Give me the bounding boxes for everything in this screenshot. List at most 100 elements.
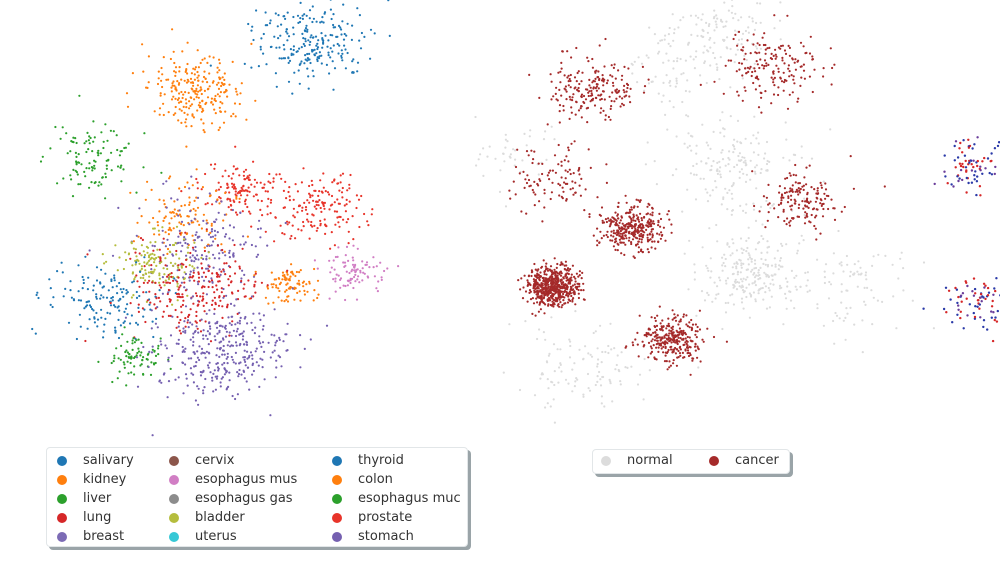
scatter-point xyxy=(745,163,748,166)
scatter-point xyxy=(239,361,242,364)
scatter-point xyxy=(213,229,216,232)
scatter-point xyxy=(211,376,214,379)
scatter-point xyxy=(754,45,758,48)
scatter-point xyxy=(747,226,750,229)
scatter-point xyxy=(292,45,295,48)
scatter-point xyxy=(727,59,730,62)
scatter-point xyxy=(571,368,574,371)
scatter-point xyxy=(166,281,169,284)
scatter-point xyxy=(184,363,187,366)
scatter-point xyxy=(598,44,601,47)
scatter-point xyxy=(732,17,735,20)
scatter-point xyxy=(169,314,172,317)
scatter-point xyxy=(651,233,654,236)
scatter-point xyxy=(778,264,781,267)
scatter-point xyxy=(190,175,193,178)
scatter-point xyxy=(737,30,741,33)
scatter-point xyxy=(681,210,684,213)
scatter-point xyxy=(631,227,634,230)
scatter-point xyxy=(359,47,363,50)
scatter-point xyxy=(311,36,315,39)
scatter-point xyxy=(303,293,306,296)
scatter-point xyxy=(170,197,173,200)
scatter-point xyxy=(243,349,246,352)
scatter-point xyxy=(537,173,540,176)
scatter-point xyxy=(303,13,306,16)
scatter-point xyxy=(768,160,771,163)
scatter-point xyxy=(589,166,592,169)
scatter-point xyxy=(88,142,91,145)
scatter-point xyxy=(158,248,161,251)
scatter-point xyxy=(195,325,198,328)
scatter-point xyxy=(578,285,581,288)
scatter-point xyxy=(337,24,341,27)
scatter-point xyxy=(744,67,747,70)
scatter-point xyxy=(783,62,786,65)
scatter-point xyxy=(352,259,355,262)
scatter-point xyxy=(536,301,539,304)
scatter-point xyxy=(565,294,568,297)
scatter-point xyxy=(767,211,770,214)
scatter-point xyxy=(822,75,825,78)
scatter-point xyxy=(189,251,192,255)
scatter-point xyxy=(156,224,160,227)
scatter-point xyxy=(259,318,262,321)
scatter-point xyxy=(304,208,308,211)
scatter-point xyxy=(607,217,610,220)
scatter-point xyxy=(388,34,391,38)
scatter-point xyxy=(308,282,311,285)
scatter-point xyxy=(530,274,533,278)
scatter-point xyxy=(637,231,640,234)
scatter-point xyxy=(144,198,147,201)
scatter-point xyxy=(239,342,242,346)
scatter-point xyxy=(710,270,713,273)
scatter-point xyxy=(304,27,308,30)
scatter-point xyxy=(778,284,782,287)
scatter-point xyxy=(694,198,698,201)
scatter-point xyxy=(683,356,686,359)
scatter-point xyxy=(209,231,212,234)
scatter-point xyxy=(604,350,607,354)
scatter-point xyxy=(185,377,188,380)
scatter-point xyxy=(665,351,669,355)
scatter-point xyxy=(222,121,226,124)
scatter-point xyxy=(758,273,761,277)
scatter-point xyxy=(151,244,154,247)
scatter-point xyxy=(83,142,86,145)
scatter-point xyxy=(264,11,267,14)
scatter-point xyxy=(755,75,758,78)
scatter-point xyxy=(672,39,675,42)
scatter-point xyxy=(51,305,54,309)
scatter-point xyxy=(660,231,663,234)
scatter-point xyxy=(353,264,357,267)
scatter-point xyxy=(277,296,280,299)
scatter-point xyxy=(97,360,100,363)
scatter-point xyxy=(283,278,286,281)
scatter-point xyxy=(191,323,194,326)
scatter-point xyxy=(351,277,354,280)
scatter-point xyxy=(360,31,363,35)
scatter-point xyxy=(824,188,828,191)
scatter-point xyxy=(736,48,739,51)
scatter-point xyxy=(560,176,563,179)
scatter-point xyxy=(214,189,218,192)
scatter-point xyxy=(167,233,170,236)
scatter-point xyxy=(210,244,213,247)
scatter-point xyxy=(562,292,565,296)
scatter-point xyxy=(796,252,799,255)
scatter-point xyxy=(217,367,220,370)
scatter-point xyxy=(232,226,235,229)
scatter-point xyxy=(308,237,311,240)
scatter-point xyxy=(243,178,246,181)
scatter-point xyxy=(772,203,775,206)
scatter-point xyxy=(339,181,342,184)
scatter-point xyxy=(154,354,158,357)
scatter-point xyxy=(244,360,247,363)
scatter-point xyxy=(685,114,688,117)
scatter-point xyxy=(774,53,777,56)
scatter-point xyxy=(134,251,137,254)
scatter-point xyxy=(609,218,612,221)
scatter-point xyxy=(133,278,136,281)
scatter-point xyxy=(809,35,812,38)
scatter-point xyxy=(220,200,223,203)
